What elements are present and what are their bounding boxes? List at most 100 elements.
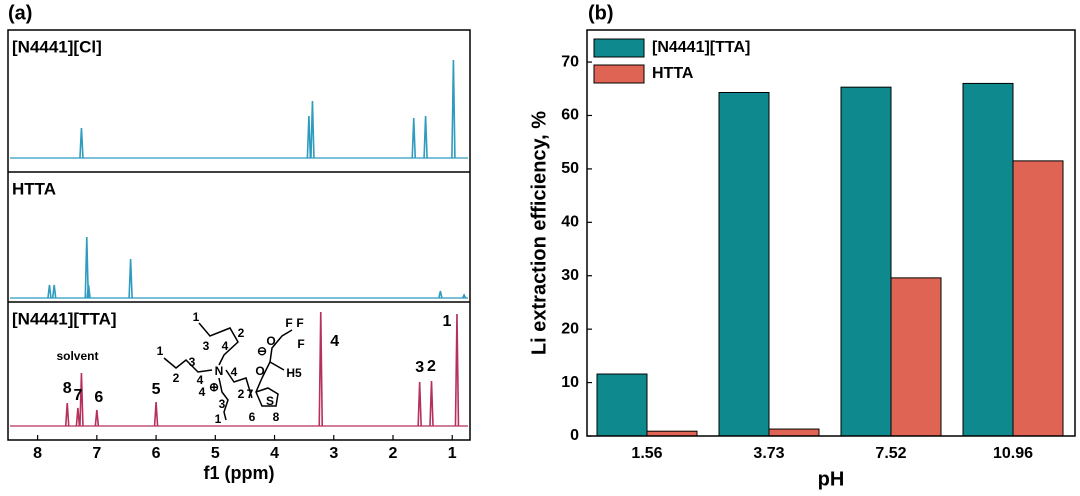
structure-label: 3 bbox=[189, 355, 196, 369]
peak-label: 4 bbox=[330, 333, 339, 350]
peak bbox=[438, 290, 443, 299]
bond bbox=[261, 329, 293, 379]
panel-label: (a) bbox=[8, 2, 32, 24]
x-tick-label: 6 bbox=[152, 445, 161, 462]
structure-label: 4 bbox=[197, 373, 204, 387]
x-axis-label: f1 (ppm) bbox=[204, 463, 275, 483]
structure-label: 4 bbox=[222, 339, 229, 353]
peak bbox=[451, 59, 456, 159]
peak-label: solvent bbox=[56, 349, 98, 363]
structure-label: 6 bbox=[249, 410, 256, 424]
panel-label: (b) bbox=[588, 2, 614, 24]
x-tick-label: 8 bbox=[33, 445, 42, 462]
legend-swatch bbox=[593, 64, 645, 84]
structure-label: S bbox=[266, 394, 274, 408]
legend-label: HTTA bbox=[652, 65, 694, 82]
peak bbox=[86, 284, 91, 299]
peak bbox=[79, 372, 84, 427]
x-tick-label: 10.96 bbox=[993, 445, 1033, 462]
peak bbox=[461, 293, 467, 299]
x-tick-label: 1 bbox=[448, 445, 457, 462]
structure-label: F bbox=[285, 316, 292, 330]
peak bbox=[153, 401, 159, 427]
structure-label: 4 bbox=[231, 365, 238, 379]
bond bbox=[218, 377, 229, 421]
peak bbox=[79, 127, 84, 159]
bond bbox=[163, 357, 213, 373]
bar bbox=[718, 92, 770, 437]
frame bbox=[7, 29, 471, 441]
structure-label: O bbox=[266, 334, 275, 348]
y-tick-label: 10 bbox=[561, 374, 579, 391]
peak bbox=[411, 117, 417, 159]
bond bbox=[269, 361, 285, 371]
structure-label: 1 bbox=[193, 310, 200, 324]
panel-name: [N4441][TTA] bbox=[12, 309, 117, 328]
peak bbox=[84, 236, 90, 299]
x-tick-label: 4 bbox=[270, 445, 279, 462]
panel-name: HTTA bbox=[12, 179, 56, 198]
structure-label: ⊕ bbox=[209, 380, 219, 394]
structure-label: 2 bbox=[238, 387, 245, 401]
panel-name: [N4441][Cl] bbox=[12, 37, 102, 56]
x-tick-label: 7.52 bbox=[875, 445, 906, 462]
structure-label: 2 bbox=[173, 371, 180, 385]
bond bbox=[255, 377, 279, 407]
structure-label: F bbox=[297, 337, 304, 351]
bar bbox=[890, 277, 942, 437]
peak bbox=[318, 311, 324, 427]
peak-label: 2 bbox=[427, 358, 436, 375]
structure-label: 7 bbox=[247, 387, 254, 401]
x-tick-label: 3 bbox=[329, 445, 338, 462]
peak-label: 7 bbox=[73, 387, 82, 404]
peak bbox=[64, 402, 70, 427]
y-tick-label: 60 bbox=[561, 107, 579, 124]
legend-label: [N4441][TTA] bbox=[652, 39, 750, 56]
structure-label: 1 bbox=[157, 344, 164, 358]
structure-label: H5 bbox=[286, 366, 302, 380]
y-tick-label: 20 bbox=[561, 320, 579, 337]
structure-label: 8 bbox=[273, 410, 280, 424]
peak bbox=[306, 115, 312, 159]
peak-label: 1 bbox=[443, 313, 452, 330]
bar bbox=[962, 82, 1014, 437]
peak-label: 3 bbox=[415, 359, 424, 376]
x-tick-label: 2 bbox=[389, 445, 398, 462]
peak bbox=[128, 258, 133, 299]
peak bbox=[417, 381, 422, 427]
frame bbox=[586, 29, 1076, 437]
x-tick-label: 7 bbox=[92, 445, 101, 462]
x-axis-label: pH bbox=[818, 468, 845, 490]
peak bbox=[94, 409, 100, 427]
peak bbox=[454, 313, 460, 427]
peak bbox=[47, 284, 52, 299]
structure-label: 3 bbox=[219, 397, 226, 411]
peak-label: 6 bbox=[94, 389, 103, 406]
y-tick-label: 50 bbox=[561, 160, 579, 177]
structure-label: O bbox=[255, 364, 264, 378]
peak bbox=[51, 284, 57, 299]
structure-label: F bbox=[296, 316, 303, 330]
legend-swatch bbox=[593, 38, 645, 58]
bar bbox=[768, 428, 820, 437]
structure-label: 3 bbox=[203, 339, 210, 353]
structure-bonds bbox=[163, 322, 293, 421]
x-tick-label: 3.73 bbox=[753, 445, 784, 462]
peak bbox=[75, 407, 81, 427]
bond bbox=[198, 322, 239, 366]
y-tick-label: 70 bbox=[561, 53, 579, 70]
y-axis-label: Li extraction efficiency, % bbox=[528, 111, 550, 355]
y-tick-label: 40 bbox=[561, 214, 579, 231]
peak-label: 8 bbox=[63, 380, 72, 397]
peak-label: 5 bbox=[152, 381, 161, 398]
y-tick-label: 0 bbox=[570, 427, 579, 444]
bond bbox=[225, 369, 253, 399]
structure-label: ⊖ bbox=[257, 344, 267, 358]
structure-label: 2 bbox=[238, 326, 245, 340]
peak bbox=[423, 115, 428, 159]
structure-label: 1 bbox=[215, 412, 222, 426]
peak bbox=[429, 380, 434, 427]
x-tick-label: 1.56 bbox=[631, 445, 662, 462]
bar bbox=[840, 86, 892, 437]
